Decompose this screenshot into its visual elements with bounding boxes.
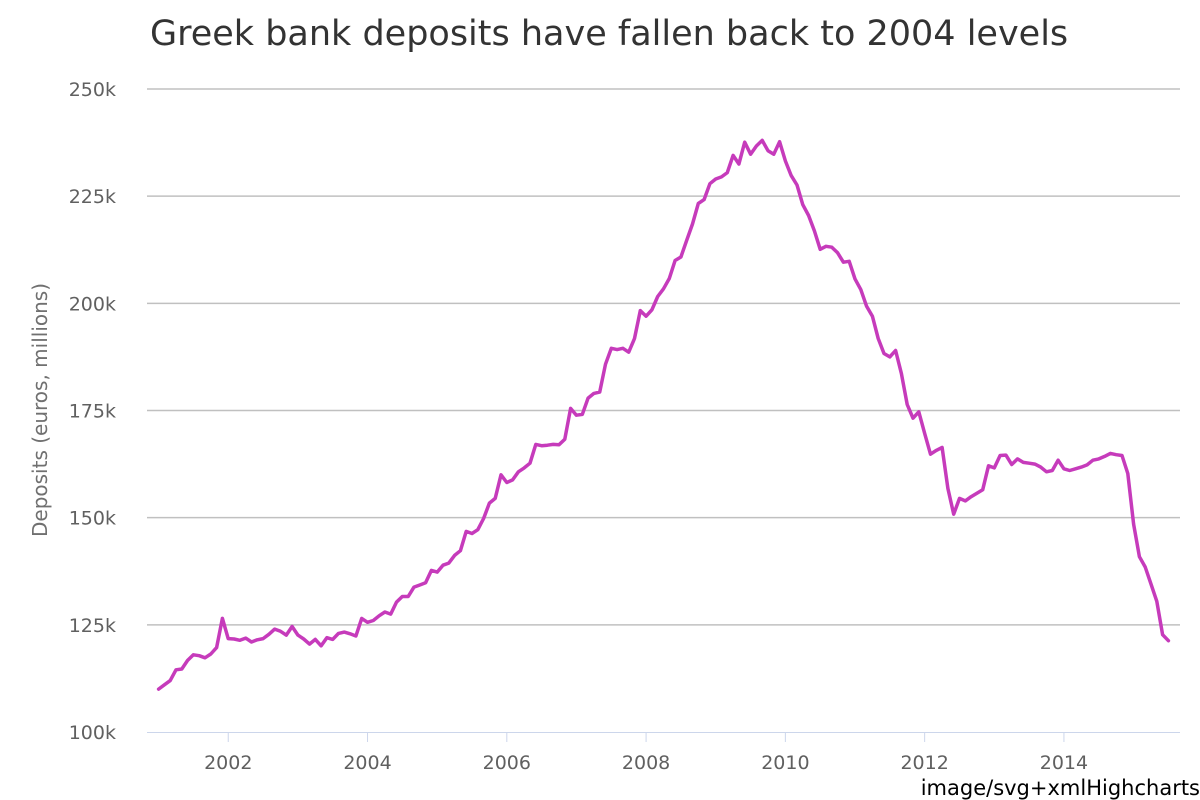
x-tick-label: 2008 <box>622 752 670 774</box>
gridlines <box>147 88 1180 626</box>
x-tick-label: 2010 <box>761 752 809 774</box>
x-tick-label: 2006 <box>483 752 531 774</box>
y-tick-label: 200k <box>69 293 116 315</box>
chart-title: Greek bank deposits have fallen back to … <box>150 14 1069 54</box>
y-axis-tick-labels: 100k 125k 150k 175k 200k 225k 250k <box>69 79 116 744</box>
y-tick-label: 125k <box>69 615 116 637</box>
y-tick-label: 250k <box>69 79 116 101</box>
y-axis-title: Deposits (euros, millions) <box>28 283 52 537</box>
x-tick-label: 2004 <box>343 752 391 774</box>
y-tick-label: 100k <box>69 722 116 744</box>
x-tick-label: 2012 <box>900 752 948 774</box>
credits-text: image/svg+xmlHighcharts <box>920 776 1200 800</box>
y-tick-label: 150k <box>69 508 116 530</box>
x-tick-label: 2002 <box>204 752 252 774</box>
series-line-deposits <box>156 138 1171 691</box>
x-axis-tick-marks <box>227 732 1065 742</box>
y-tick-label: 225k <box>69 186 116 208</box>
x-tick-label: 2014 <box>1040 752 1088 774</box>
x-axis-tick-labels: 2002 2004 2006 2008 2010 2012 2014 <box>204 752 1088 774</box>
y-tick-label: 175k <box>69 401 116 423</box>
